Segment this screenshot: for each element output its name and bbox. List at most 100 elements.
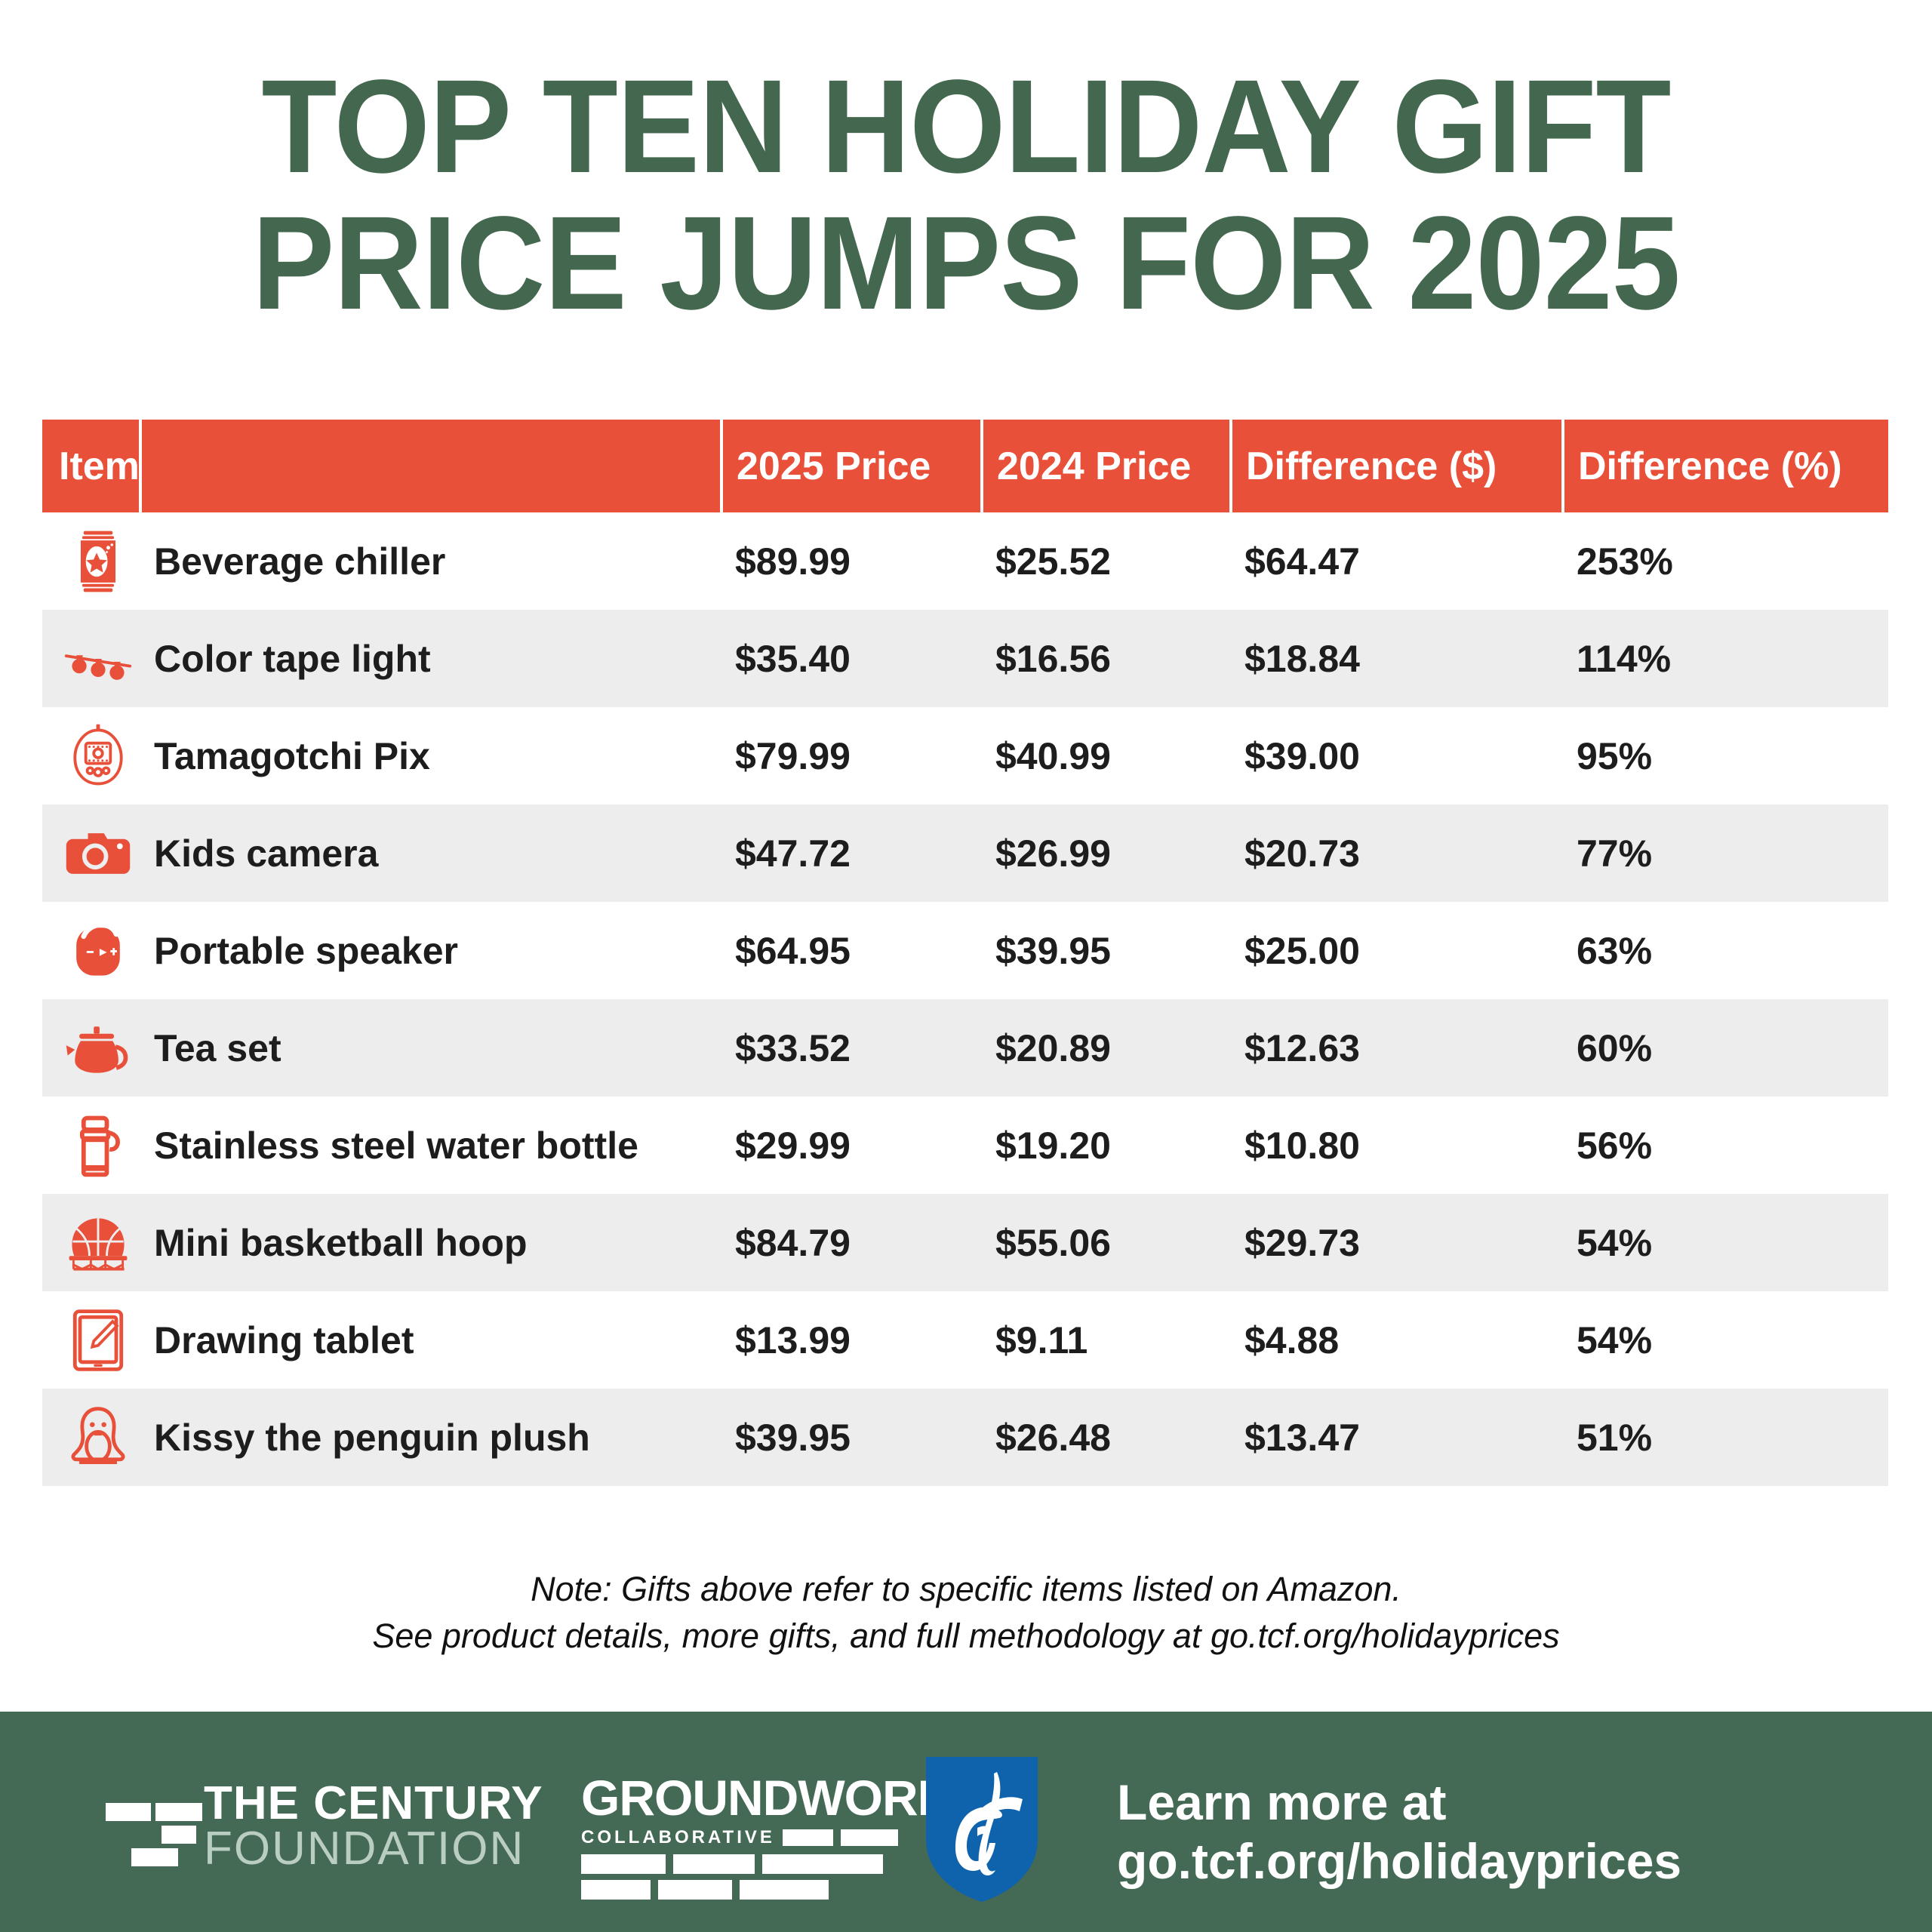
difference-dollar: $12.63 (1231, 999, 1563, 1097)
drawing-tablet-icon (62, 1304, 134, 1377)
table-row: Tamagotchi Pix $79.99 $40.99 $39.00 95% (42, 707, 1888, 804)
footnote-line-1: Note: Gifts above refer to specific item… (531, 1570, 1401, 1608)
price-2025: $89.99 (721, 512, 982, 610)
table-row: Kids camera $47.72 $26.99 $20.73 77% (42, 804, 1888, 902)
water-bottle-icon (62, 1109, 134, 1182)
price-2024: $26.48 (982, 1389, 1231, 1486)
row-icon-cell (42, 902, 140, 999)
century-foundation-line-2: FOUNDATION (204, 1822, 525, 1875)
item-name: Mini basketball hoop (140, 1194, 721, 1291)
camera-icon (62, 817, 134, 890)
price-2024: $20.89 (982, 999, 1231, 1097)
item-name: Beverage chiller (140, 512, 721, 610)
price-2024: $25.52 (982, 512, 1231, 610)
table-row: Beverage chiller $89.99 $25.52 $64.47 25… (42, 512, 1888, 610)
difference-percent: 54% (1563, 1194, 1888, 1291)
difference-percent: 56% (1563, 1097, 1888, 1194)
price-2025: $47.72 (721, 804, 982, 902)
price-2024: $26.99 (982, 804, 1231, 902)
century-foundation-logo: THE CENTURY FOUNDATION (106, 1777, 543, 1875)
row-icon-cell (42, 1097, 140, 1194)
table-row: Drawing tablet $13.99 $9.11 $4.88 54% (42, 1291, 1888, 1389)
footnote-line-2: See product details, more gifts, and ful… (372, 1617, 1560, 1656)
string-lights-icon (62, 623, 134, 695)
learn-more-url[interactable]: go.tcf.org/holidayprices (1117, 1832, 1682, 1889)
groundwork-wordmark: GROUNDWORK (581, 1770, 953, 1826)
header-difference-dollar: Difference ($) (1231, 420, 1564, 512)
price-2025: $79.99 (721, 707, 982, 804)
difference-dollar: $25.00 (1231, 902, 1563, 999)
difference-dollar: $4.88 (1231, 1291, 1563, 1389)
penguin-plush-icon (62, 1401, 134, 1474)
difference-dollar: $20.73 (1231, 804, 1563, 902)
page-title: TOP TEN HOLIDAY GIFT PRICE JUMPS FOR 202… (0, 53, 1932, 338)
groundwork-bars-icon (581, 1854, 898, 1900)
row-icon-cell (42, 999, 140, 1097)
difference-percent: 51% (1563, 1389, 1888, 1486)
title-line-2: PRICE JUMPS FOR 2025 (252, 189, 1681, 338)
price-2024: $9.11 (982, 1291, 1231, 1389)
header-item-name-spacer (140, 420, 723, 512)
aft-logo (924, 1755, 1039, 1903)
difference-percent: 63% (1563, 902, 1888, 999)
header-price-2025: 2025 Price (721, 420, 983, 512)
row-icon-cell (42, 707, 140, 804)
price-2025: $84.79 (721, 1194, 982, 1291)
table-body: Beverage chiller $89.99 $25.52 $64.47 25… (42, 512, 1888, 1486)
price-2024: $39.95 (982, 902, 1231, 999)
footer-bar: THE CENTURY FOUNDATION GROUNDWORK COLLAB… (0, 1712, 1932, 1932)
learn-more-block: Learn more at go.tcf.org/holidayprices (1117, 1774, 1681, 1891)
difference-dollar: $10.80 (1231, 1097, 1563, 1194)
difference-percent: 54% (1563, 1291, 1888, 1389)
price-2025: $29.99 (721, 1097, 982, 1194)
difference-dollar: $13.47 (1231, 1389, 1563, 1486)
table-row: Portable speaker $64.95 $39.95 $25.00 63… (42, 902, 1888, 999)
gift-price-table-container: Item 2025 Price 2024 Price Difference ($… (42, 420, 1888, 1486)
century-foundation-mark-icon (106, 1789, 202, 1866)
century-foundation-line-1: THE CENTURY (204, 1777, 543, 1829)
price-2025: $39.95 (721, 1389, 982, 1486)
header-difference-percent: Difference (%) (1563, 420, 1888, 512)
table-row: Kissy the penguin plush $39.95 $26.48 $1… (42, 1389, 1888, 1486)
difference-percent: 77% (1563, 804, 1888, 902)
header-row: Item 2025 Price 2024 Price Difference ($… (42, 420, 1888, 512)
title-line-1: TOP TEN HOLIDAY GIFT (261, 53, 1671, 201)
portable-speaker-icon (62, 915, 134, 987)
header-price-2024: 2024 Price (982, 420, 1232, 512)
row-icon-cell (42, 1194, 140, 1291)
learn-more-line-1: Learn more at (1117, 1774, 1447, 1830)
price-2024: $19.20 (982, 1097, 1231, 1194)
difference-percent: 253% (1563, 512, 1888, 610)
item-name: Portable speaker (140, 902, 721, 999)
groundwork-subword: COLLABORATIVE (581, 1826, 775, 1847)
difference-dollar: $39.00 (1231, 707, 1563, 804)
price-2025: $33.52 (721, 999, 982, 1097)
difference-dollar: $64.47 (1231, 512, 1563, 610)
row-icon-cell (42, 610, 140, 707)
price-2024: $40.99 (982, 707, 1231, 804)
difference-percent: 114% (1563, 610, 1888, 707)
gift-price-table: Item 2025 Price 2024 Price Difference ($… (42, 420, 1888, 1486)
table-row: Mini basketball hoop $84.79 $55.06 $29.7… (42, 1194, 1888, 1291)
price-2024: $55.06 (982, 1194, 1231, 1291)
item-name: Stainless steel water bottle (140, 1097, 721, 1194)
row-icon-cell (42, 1389, 140, 1486)
header-item: Item (42, 420, 142, 512)
groundwork-collaborative-logo: GROUNDWORK COLLABORATIVE (581, 1770, 953, 1900)
table-row: Stainless steel water bottle $29.99 $19.… (42, 1097, 1888, 1194)
item-name: Drawing tablet (140, 1291, 721, 1389)
basketball-hoop-icon (62, 1207, 134, 1279)
price-2025: $13.99 (721, 1291, 982, 1389)
item-name: Tamagotchi Pix (140, 707, 721, 804)
difference-percent: 60% (1563, 999, 1888, 1097)
beverage-can-icon (62, 525, 134, 598)
table-row: Tea set $33.52 $20.89 $12.63 60% (42, 999, 1888, 1097)
item-name: Kissy the penguin plush (140, 1389, 721, 1486)
table-row: Color tape light $35.40 $16.56 $18.84 11… (42, 610, 1888, 707)
item-name: Kids camera (140, 804, 721, 902)
difference-dollar: $29.73 (1231, 1194, 1563, 1291)
teapot-icon (62, 1012, 134, 1084)
table-header: Item 2025 Price 2024 Price Difference ($… (42, 420, 1888, 512)
item-name: Color tape light (140, 610, 721, 707)
row-icon-cell (42, 804, 140, 902)
